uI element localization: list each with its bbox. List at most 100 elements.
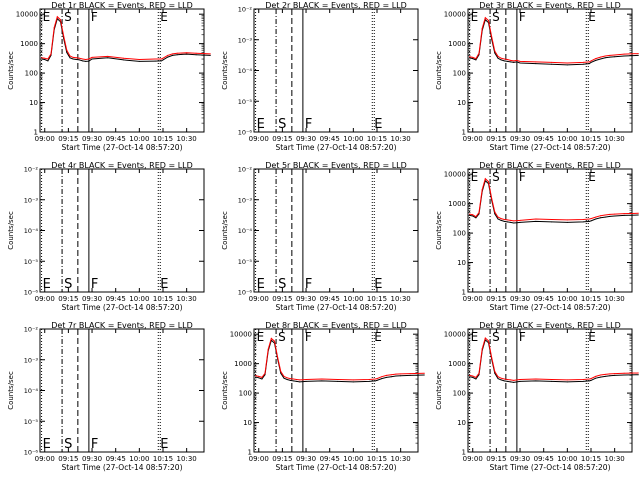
events-point (535, 220, 537, 222)
lld-point (503, 58, 505, 60)
events-point (160, 60, 162, 62)
lld-point (497, 55, 499, 57)
events-point (588, 380, 590, 382)
lld-point (296, 379, 298, 380)
chart-title: Det 2r BLACK = Events, RED = LLD (265, 1, 407, 10)
lld-point (469, 213, 471, 215)
marker-label-e: E (471, 10, 479, 24)
lld-point (590, 218, 592, 220)
x-tick-label: 10:15 (153, 135, 173, 143)
marker-label-s: S (278, 330, 286, 344)
y-axis-label: Counts/sec (435, 371, 443, 410)
lld-point (160, 58, 162, 60)
events-point (614, 374, 616, 376)
chart-title: Det 1r BLACK = Events, RED = LLD (51, 1, 193, 10)
lld-series-line (469, 337, 639, 381)
y-tick-label: 10⁻² (24, 326, 39, 334)
marker-label-e: E (160, 10, 168, 24)
events-point (44, 59, 46, 60)
lld-point (535, 218, 537, 220)
y-tick-label: 100 (25, 70, 38, 78)
events-point (551, 221, 553, 223)
events-point (283, 377, 285, 379)
lld-point (582, 219, 584, 220)
events-point (186, 53, 188, 55)
lld-point (506, 59, 508, 60)
events-series-line (469, 179, 639, 224)
x-tick-label: 09:00 (35, 135, 55, 143)
x-tick-label: 09:30 (510, 135, 530, 143)
chart-panel: Det 5r BLACK = Events, RED = LLD Counts/s… (221, 161, 419, 312)
marker-label-e: E (43, 437, 51, 452)
lld-point (604, 373, 606, 375)
lld-point (264, 372, 266, 374)
lld-point (637, 372, 639, 374)
marker-label-e: E (471, 170, 479, 184)
x-tick-label: 10:00 (557, 135, 577, 143)
events-point (381, 378, 383, 380)
lld-point (376, 378, 378, 380)
events-point (75, 59, 77, 60)
events-point (503, 220, 505, 222)
lld-point (500, 57, 502, 59)
x-tick-label: 10:15 (581, 455, 601, 463)
lld-point (551, 379, 553, 380)
events-point (352, 381, 354, 383)
lld-point (302, 379, 304, 381)
events-point (395, 375, 397, 377)
y-tick-label: 10⁻⁴ (238, 67, 253, 75)
events-point (535, 380, 537, 382)
events-point (286, 379, 288, 380)
y-tick-label: 100 (239, 390, 252, 398)
events-point (588, 220, 590, 222)
x-tick-label: 10:15 (367, 295, 387, 303)
lld-point (484, 337, 486, 339)
x-tick-label: 10:00 (557, 295, 577, 303)
marker-label-e: E (374, 117, 382, 132)
chart-panel: Det 1r BLACK = Events, RED = LLD Counts/s… (7, 1, 211, 152)
events-point (600, 376, 601, 378)
events-point (72, 58, 74, 60)
lld-point (604, 55, 606, 57)
events-point (604, 216, 606, 218)
lld-point (481, 348, 483, 350)
lld-point (535, 378, 537, 380)
lld-point (519, 60, 521, 62)
y-axis-label: Counts/sec (221, 211, 229, 250)
events-point (513, 381, 515, 383)
x-tick-label: 09:45 (534, 295, 554, 303)
y-tick-label: 10 (457, 259, 466, 267)
events-point (600, 58, 601, 60)
lld-point (516, 59, 518, 61)
x-tick-label: 09:15 (486, 455, 506, 463)
y-tick-label: 10⁻² (238, 6, 253, 14)
lld-point (56, 16, 58, 18)
marker-label-s: S (492, 330, 500, 344)
events-point (614, 215, 616, 217)
lld-point (497, 376, 499, 378)
y-tick-label: 10000 (444, 171, 466, 179)
x-tick-label: 09:30 (82, 295, 102, 303)
lld-point (500, 377, 502, 379)
lld-point (85, 59, 87, 60)
events-point (472, 58, 474, 60)
x-tick-label: 10:15 (153, 295, 173, 303)
chart-panel: Det 9r BLACK = Events, RED = LLD Counts/s… (435, 321, 639, 472)
x-tick-label: 10:30 (605, 295, 625, 303)
events-series-line (255, 339, 425, 383)
events-point (519, 380, 521, 382)
chart-panel: Det 8r BLACK = Events, RED = LLD Counts/s… (221, 321, 425, 472)
plot-frame (253, 8, 419, 133)
y-tick-label: 10⁻³ (24, 356, 39, 364)
lld-point (519, 379, 521, 380)
lld-point (609, 213, 611, 215)
lld-point (195, 52, 197, 54)
plot-frame (467, 168, 633, 293)
lld-point (78, 57, 80, 59)
marker-label-f: F (91, 277, 98, 292)
events-point (590, 61, 592, 63)
y-tick-label: 10⁻³ (238, 196, 253, 204)
chart-panel: Det 7r BLACK = Events, RED = LLD Counts/s… (7, 321, 205, 472)
lld-point (386, 374, 387, 376)
events-point (41, 58, 43, 60)
